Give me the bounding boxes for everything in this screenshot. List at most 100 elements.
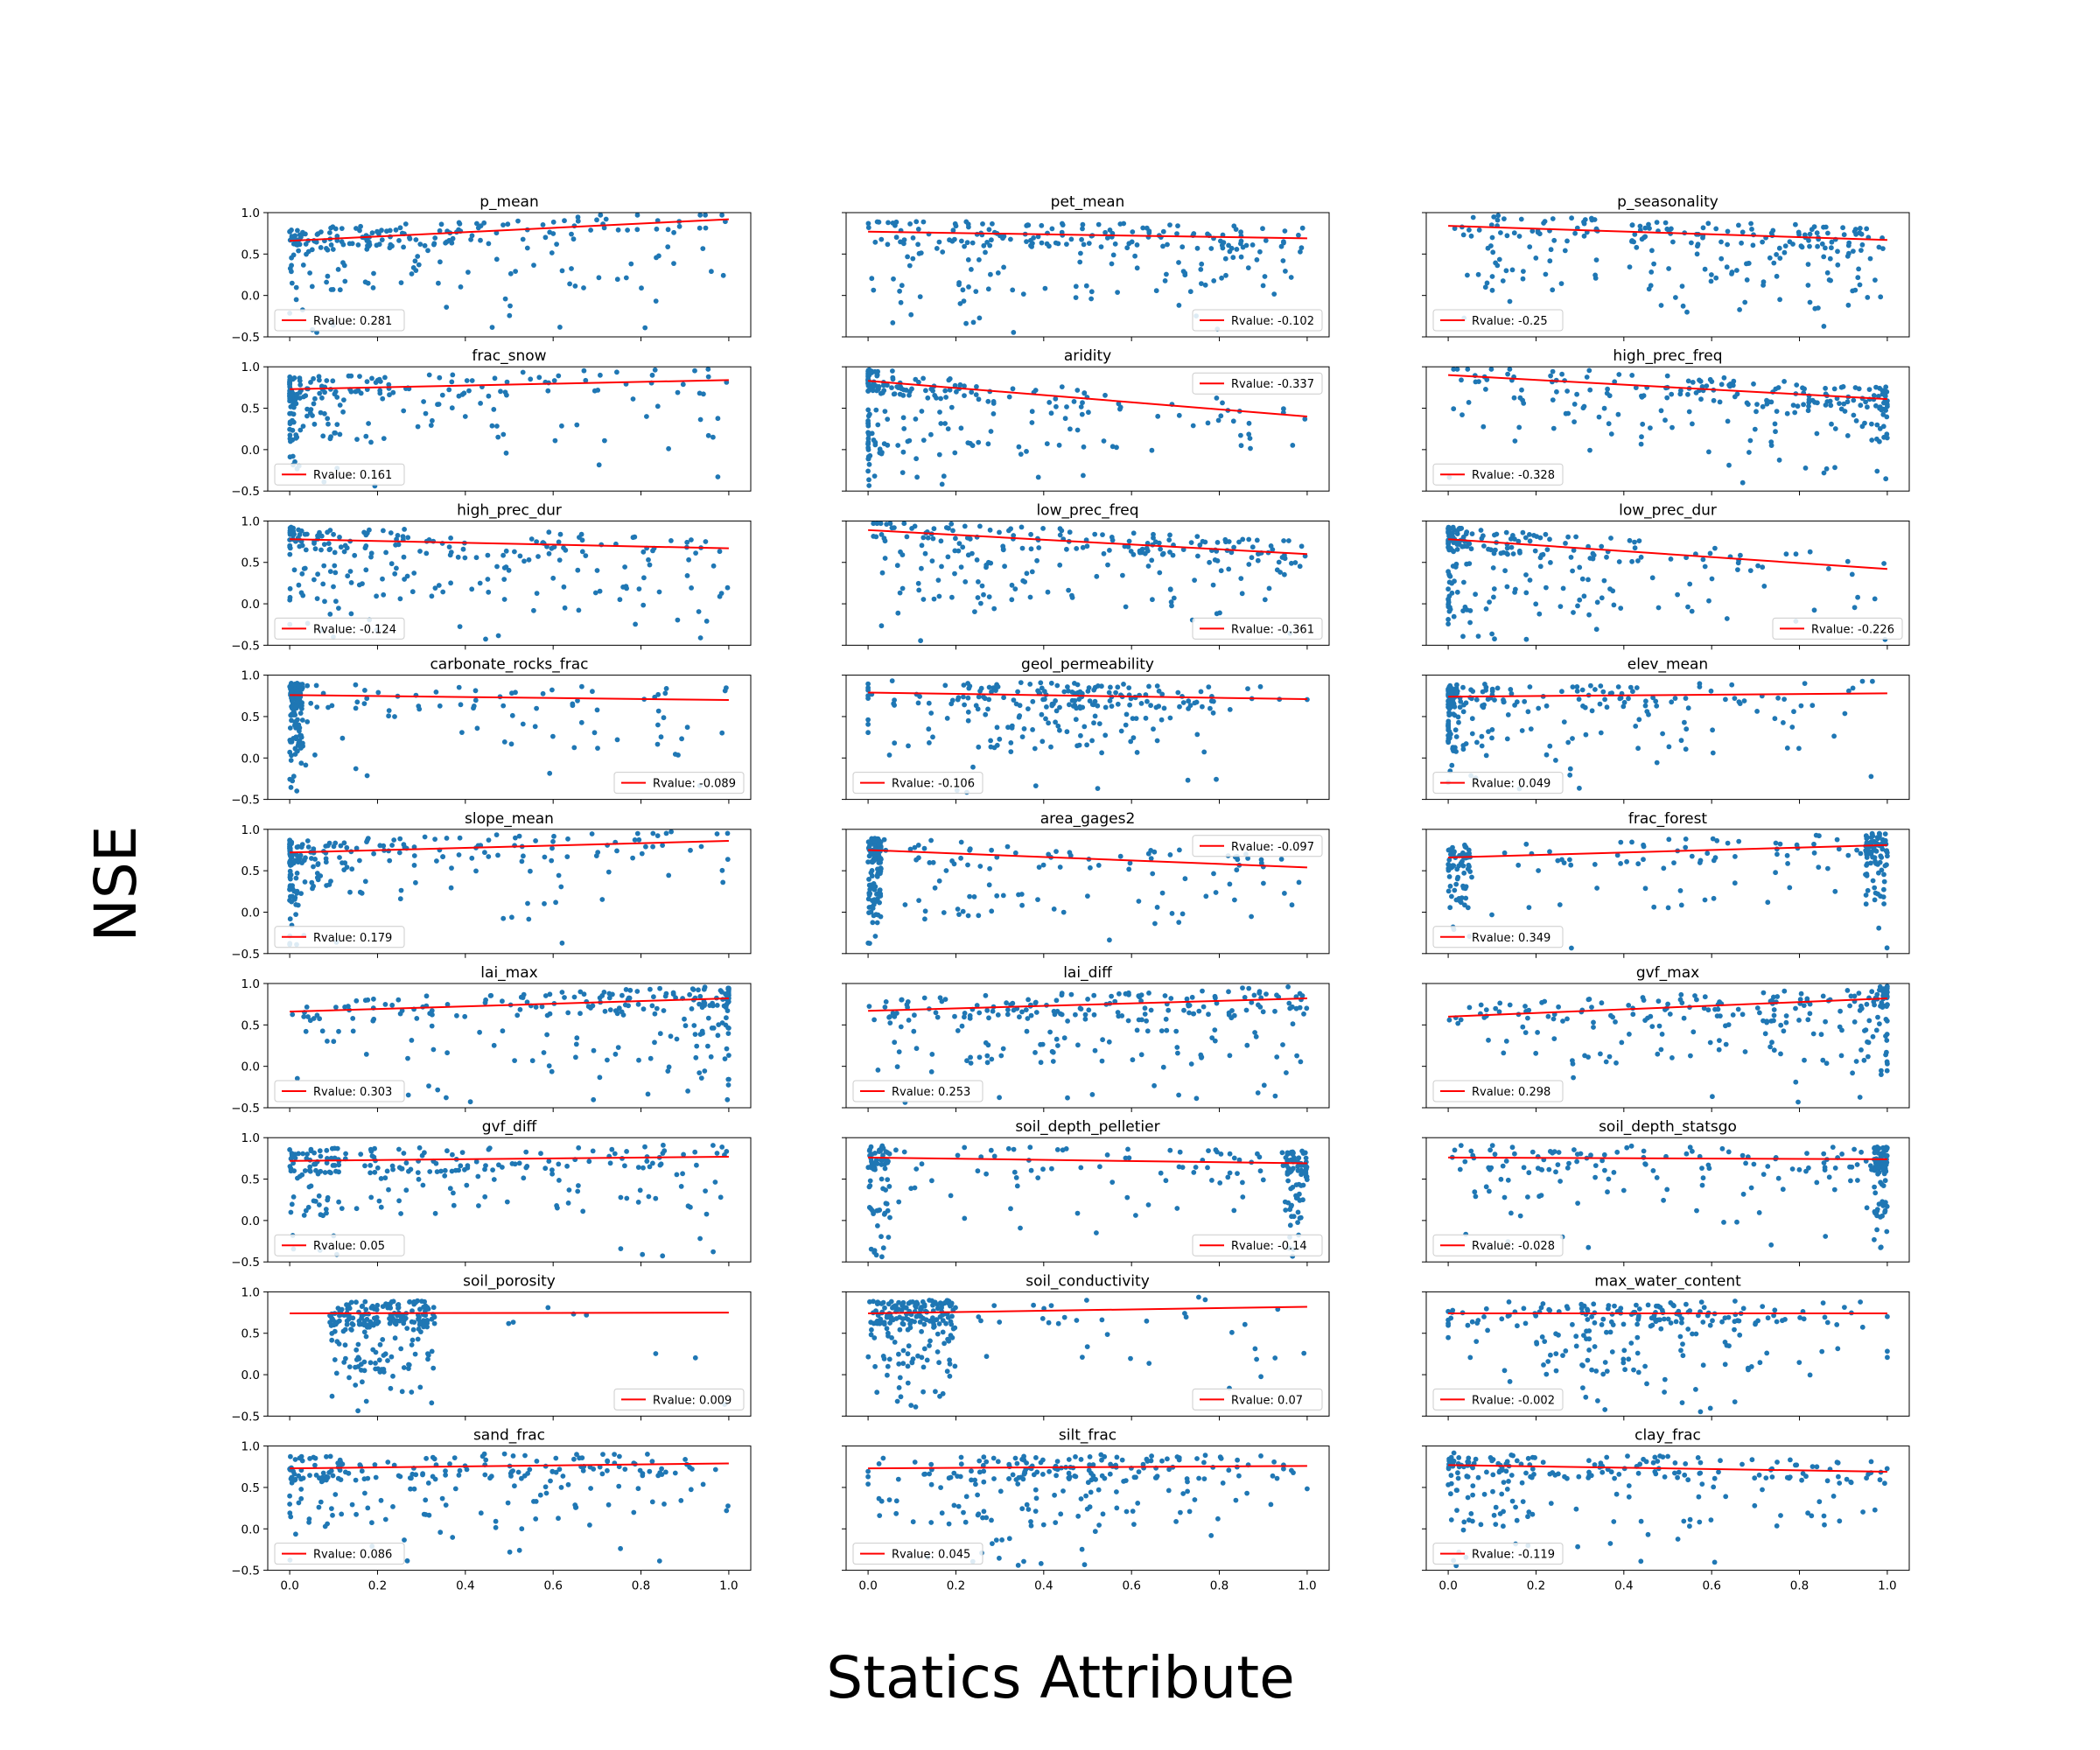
data-point	[953, 536, 958, 542]
data-point	[1148, 703, 1153, 709]
data-point	[724, 830, 731, 836]
data-point	[416, 1144, 423, 1151]
data-point	[1144, 545, 1150, 551]
data-point	[961, 694, 966, 700]
data-point	[1590, 550, 1596, 556]
data-point	[990, 411, 997, 416]
data-point	[1079, 236, 1084, 242]
data-point	[1156, 704, 1162, 709]
data-point	[882, 409, 888, 414]
data-point	[1128, 738, 1134, 745]
data-point	[970, 240, 976, 246]
data-point	[503, 564, 509, 570]
data-point	[1188, 1061, 1194, 1067]
data-point	[466, 270, 471, 275]
data-point	[299, 718, 305, 723]
data-point	[886, 220, 891, 226]
data-point	[331, 1039, 337, 1045]
data-point	[293, 912, 298, 917]
data-point	[1059, 990, 1065, 997]
data-point	[1508, 690, 1515, 696]
data-point	[332, 840, 339, 846]
data-point	[354, 226, 359, 231]
data-point	[1125, 1146, 1130, 1152]
data-point	[1805, 1017, 1811, 1023]
data-point	[1001, 695, 1006, 701]
data-point	[630, 855, 635, 861]
data-point	[725, 989, 732, 995]
data-point	[1123, 722, 1129, 728]
data-point	[1290, 443, 1296, 448]
data-point	[1004, 1012, 1011, 1018]
data-point	[374, 1165, 381, 1171]
data-point	[615, 1045, 621, 1050]
data-point	[1718, 239, 1724, 245]
data-point	[1174, 231, 1180, 236]
data-point	[389, 1163, 396, 1169]
data-point	[1740, 1012, 1746, 1018]
data-point	[1811, 850, 1817, 856]
data-point	[1200, 1004, 1207, 1010]
data-point	[338, 544, 344, 550]
data-point	[1883, 476, 1889, 482]
data-point	[389, 1002, 396, 1008]
data-point	[866, 1004, 872, 1009]
data-point	[345, 573, 351, 579]
data-point	[1639, 434, 1644, 440]
data-point	[340, 409, 346, 415]
data-point	[318, 547, 324, 553]
data-point	[1858, 1005, 1865, 1012]
data-point	[1039, 222, 1045, 228]
data-point	[298, 427, 304, 433]
regression-line	[1448, 538, 1887, 570]
data-point	[724, 857, 731, 862]
data-point	[397, 896, 403, 902]
data-point	[457, 835, 463, 841]
data-point	[1198, 267, 1204, 272]
data-point	[1738, 552, 1743, 558]
data-point	[403, 1187, 410, 1194]
data-point	[430, 417, 435, 424]
data-point	[1567, 857, 1572, 863]
data-point	[937, 410, 942, 415]
data-point	[475, 1173, 481, 1180]
data-point	[654, 255, 659, 261]
data-point	[1870, 1033, 1876, 1040]
y-tick-label: 0.0	[242, 290, 260, 304]
data-point	[1511, 395, 1517, 401]
data-point	[413, 879, 418, 886]
data-point	[327, 612, 333, 617]
data-point	[1776, 245, 1782, 251]
data-point	[875, 866, 880, 872]
data-point	[1478, 528, 1484, 533]
data-point	[1186, 698, 1192, 704]
data-point	[1159, 551, 1166, 557]
data-point	[381, 592, 387, 598]
data-point	[869, 1152, 875, 1157]
data-point	[1304, 1164, 1310, 1170]
data-point	[423, 410, 429, 416]
data-point	[500, 998, 505, 1004]
data-point	[1466, 864, 1472, 870]
data-point	[1149, 447, 1155, 453]
data-point	[928, 837, 934, 844]
data-point	[1489, 234, 1495, 241]
data-point	[684, 573, 690, 578]
y-tick-label: 1.0	[242, 823, 260, 837]
data-point	[697, 993, 704, 999]
data-point	[945, 426, 951, 431]
data-point	[1717, 1038, 1722, 1043]
data-point	[581, 285, 586, 290]
data-point	[332, 570, 339, 576]
data-point	[337, 535, 342, 540]
data-point	[1238, 254, 1244, 260]
data-point	[1654, 220, 1660, 225]
data-point	[663, 686, 669, 691]
y-tick-label: 0.5	[242, 248, 260, 262]
data-point	[978, 685, 984, 691]
data-point	[1551, 1036, 1558, 1041]
data-point	[1801, 1003, 1807, 1008]
data-point	[1876, 244, 1882, 250]
data-point	[1154, 683, 1160, 689]
data-point	[1811, 841, 1816, 847]
